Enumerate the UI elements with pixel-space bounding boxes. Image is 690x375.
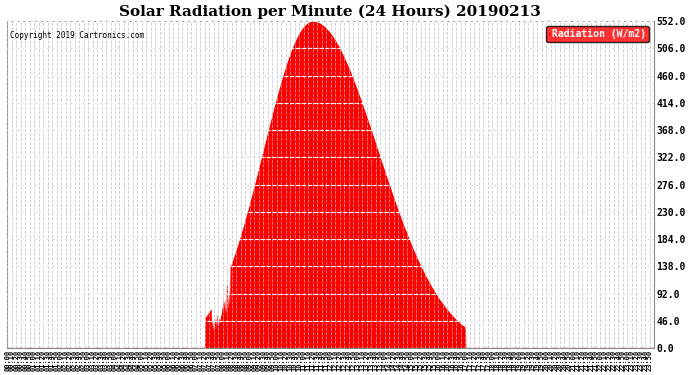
Legend: Radiation (W/m2): Radiation (W/m2) (546, 26, 649, 42)
Text: Copyright 2019 Cartronics.com: Copyright 2019 Cartronics.com (10, 31, 144, 40)
Title: Solar Radiation per Minute (24 Hours) 20190213: Solar Radiation per Minute (24 Hours) 20… (119, 4, 542, 18)
